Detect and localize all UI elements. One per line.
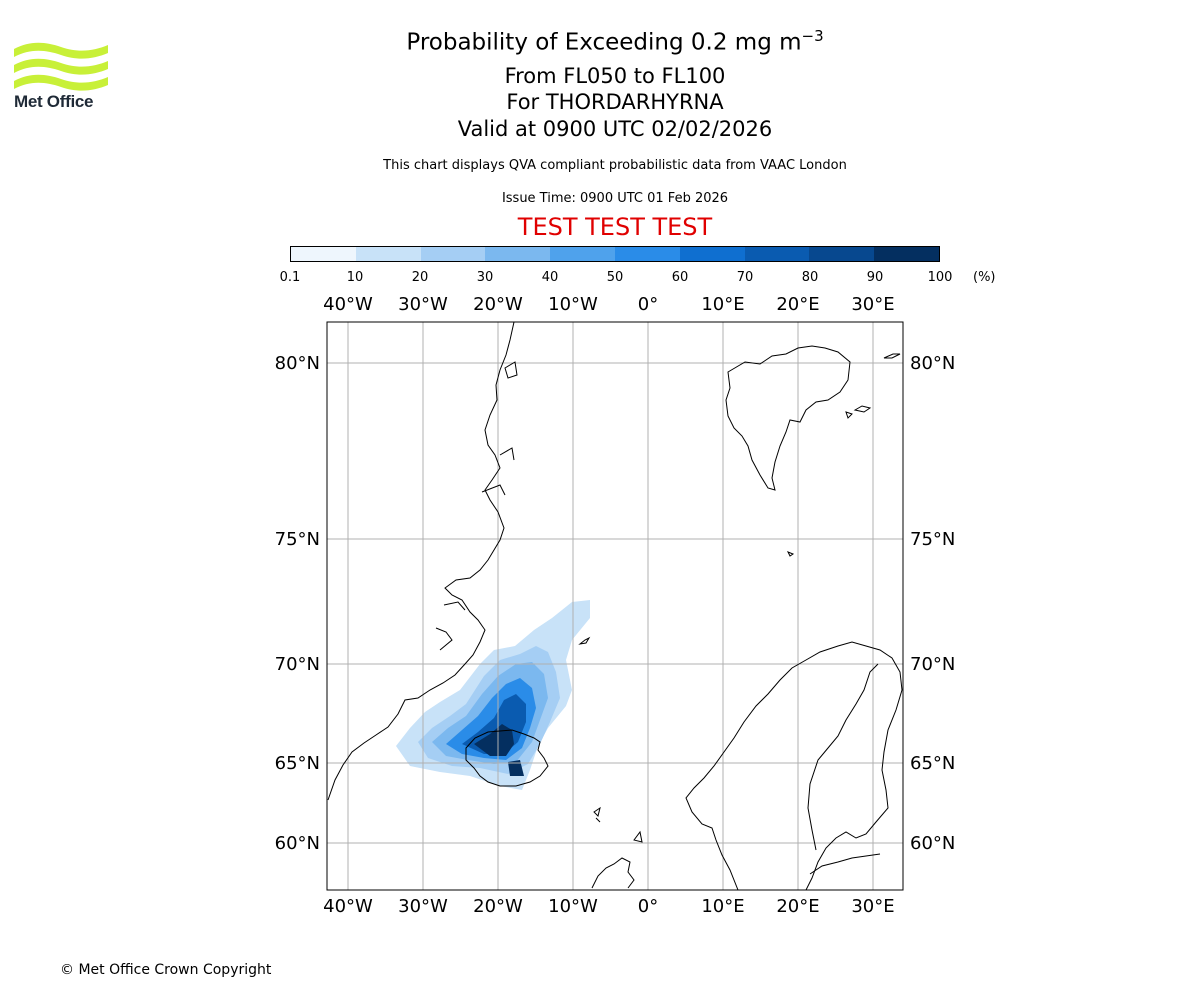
colorbar-segment (744, 247, 810, 261)
colorbar-tick-label: 20 (411, 270, 429, 285)
latitude-label-left: 60°N (275, 833, 320, 854)
test-banner: TEST TEST TEST (517, 213, 713, 241)
logo-text: Met Office (14, 92, 94, 111)
title-prefix: Probability of Exceeding 0.2 mg m (406, 29, 802, 56)
colorbar-unit: (%) (973, 270, 996, 285)
longitude-label-bottom: 10°W (548, 896, 598, 917)
scotland-coast (591, 857, 635, 889)
baltic-coast (809, 853, 881, 875)
colorbar-segment (550, 247, 615, 261)
colorbar-tick-label: 50 (606, 270, 624, 285)
shetland-islands (633, 830, 643, 843)
colorbar (290, 246, 940, 262)
colorbar-segment (420, 247, 486, 261)
latitude-label-left: 65°N (275, 753, 320, 774)
copyright: © Met Office Crown Copyright (60, 962, 272, 978)
colorbar-segment (809, 247, 875, 261)
title-exponent: −3 (801, 27, 824, 45)
latitude-label-right: 75°N (910, 529, 955, 550)
colorbar-segment (679, 247, 745, 261)
subtitle: This chart displays QVA compliant probab… (383, 158, 847, 173)
colorbar-tick-label: 10 (346, 270, 364, 285)
longitude-label-top: 30°E (851, 294, 894, 315)
bothnian-coast (807, 663, 879, 851)
colorbar-segment (614, 247, 680, 261)
colorbar-tick-label: 80 (801, 270, 819, 285)
colorbar-tick-label: 100 (927, 270, 953, 285)
colorbar-tick-label: 90 (866, 270, 884, 285)
longitude-label-bottom: 20°E (776, 896, 819, 917)
map-gridlines (327, 322, 903, 890)
colorbar-segment (355, 247, 421, 261)
jan-mayen (578, 636, 591, 645)
iceland-coast (465, 729, 549, 787)
longitude-label-top: 10°W (548, 294, 598, 315)
level-range: From FL050 to FL100 (504, 64, 726, 88)
faroe-islands (593, 806, 601, 823)
scandinavia-coast (685, 641, 903, 891)
greenland-coast (327, 321, 515, 801)
colorbar-tick-label: 40 (541, 270, 559, 285)
axis-labels: 40°W 40°W 30°W 30°W 20°W 20°W 10°W 10°W 0° 0° 10°E… (275, 294, 956, 917)
issue-time: Issue Time: 0900 UTC 01 Feb 2026 (501, 191, 729, 206)
coastlines (327, 321, 903, 891)
latitude-label-right: 60°N (910, 833, 955, 854)
volcano-name: For THORDARHYRNA (506, 90, 724, 114)
colorbar-segment (291, 247, 356, 261)
longitude-label-bottom: 20°W (473, 896, 523, 917)
latitude-label-left: 80°N (275, 353, 320, 374)
longitude-label-bottom: 0° (638, 896, 658, 917)
longitude-label-top: 30°W (398, 294, 448, 315)
svalbard-coast (725, 345, 851, 491)
longitude-label-bottom: 40°W (323, 896, 373, 917)
colorbar-segment (485, 247, 551, 261)
sweden-finland-border (805, 689, 903, 891)
ash-probability-plume (396, 600, 590, 790)
colorbar-tick-label: 60 (671, 270, 689, 285)
met-office-logo-icon (14, 42, 108, 91)
longitude-label-top: 10°E (701, 294, 744, 315)
latitude-label-left: 75°N (275, 529, 320, 550)
longitude-label-bottom: 30°E (851, 896, 894, 917)
latitude-label-right: 70°N (910, 654, 955, 675)
valid-time: Valid at 0900 UTC 02/02/2026 (457, 117, 773, 141)
longitude-label-bottom: 30°W (398, 896, 448, 917)
chart-title: Probability of Exceeding 0.2 mg m−3 (0, 27, 1200, 56)
longitude-label-top: 40°W (323, 294, 373, 315)
longitude-label-top: 20°W (473, 294, 523, 315)
colorbar-segment (874, 247, 939, 261)
latitude-label-right: 80°N (910, 353, 955, 374)
map-frame (326, 321, 904, 891)
longitude-label-top: 20°E (776, 294, 819, 315)
svalbard-small-islands (786, 353, 901, 557)
colorbar-tick-label: 0.1 (279, 270, 301, 285)
colorbar-tick-label: 30 (476, 270, 494, 285)
latitude-label-left: 70°N (275, 654, 320, 675)
latitude-label-right: 65°N (910, 753, 955, 774)
longitude-label-bottom: 10°E (701, 896, 744, 917)
longitude-label-top: 0° (638, 294, 658, 315)
greenland-fjord (435, 361, 518, 651)
colorbar-tick-label: 70 (736, 270, 754, 285)
